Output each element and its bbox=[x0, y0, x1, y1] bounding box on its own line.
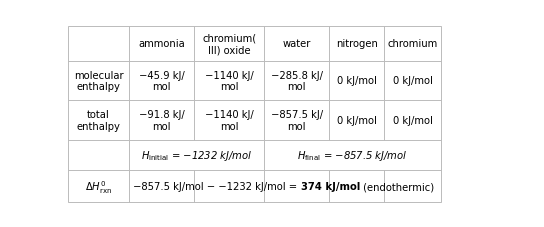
Text: −285.8 kJ/
mol: −285.8 kJ/ mol bbox=[271, 70, 323, 92]
Text: −45.9 kJ/
mol: −45.9 kJ/ mol bbox=[139, 70, 184, 92]
Text: −857.5 kJ/mol − −1232 kJ/mol =: −857.5 kJ/mol − −1232 kJ/mol = bbox=[133, 181, 301, 191]
Text: 0 kJ/mol: 0 kJ/mol bbox=[337, 115, 377, 125]
Text: molecular
enthalpy: molecular enthalpy bbox=[74, 70, 123, 92]
Text: (endothermic): (endothermic) bbox=[360, 181, 434, 191]
Text: total
enthalpy: total enthalpy bbox=[77, 110, 121, 131]
Text: −857.5 kJ/
mol: −857.5 kJ/ mol bbox=[271, 110, 323, 131]
Text: water: water bbox=[282, 39, 311, 49]
Text: chromium: chromium bbox=[387, 39, 438, 49]
Text: 0 kJ/mol: 0 kJ/mol bbox=[393, 76, 432, 86]
Text: chromium(
III) oxide: chromium( III) oxide bbox=[202, 34, 256, 55]
Bar bbox=[68, 27, 441, 202]
Text: 0 kJ/mol: 0 kJ/mol bbox=[393, 115, 432, 125]
Text: −1140 kJ/
mol: −1140 kJ/ mol bbox=[205, 70, 254, 92]
Text: nitrogen: nitrogen bbox=[336, 39, 378, 49]
Text: $H_\mathrm{final}$ = −857.5 kJ/mol: $H_\mathrm{final}$ = −857.5 kJ/mol bbox=[298, 148, 408, 162]
Text: −91.8 kJ/
mol: −91.8 kJ/ mol bbox=[139, 110, 184, 131]
Text: 374 kJ/mol: 374 kJ/mol bbox=[301, 181, 360, 191]
Text: ammonia: ammonia bbox=[138, 39, 185, 49]
Text: −1140 kJ/
mol: −1140 kJ/ mol bbox=[205, 110, 254, 131]
Text: $\Delta H^0_\mathrm{rxn}$: $\Delta H^0_\mathrm{rxn}$ bbox=[85, 178, 112, 195]
Text: 0 kJ/mol: 0 kJ/mol bbox=[337, 76, 377, 86]
Text: $H_\mathrm{initial}$ = −1232 kJ/mol: $H_\mathrm{initial}$ = −1232 kJ/mol bbox=[141, 148, 252, 162]
